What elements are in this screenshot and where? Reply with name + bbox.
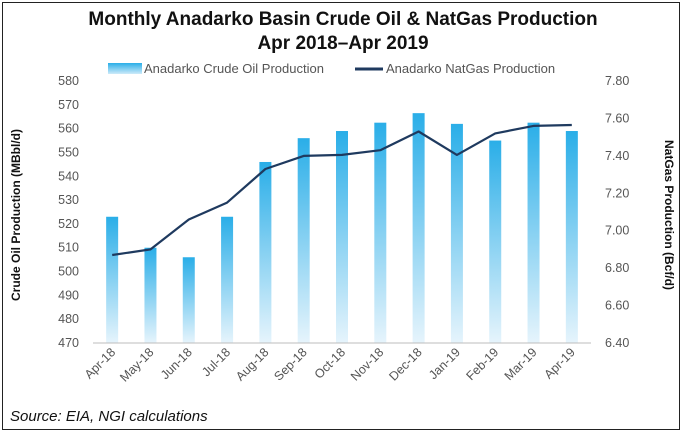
x-tick-label: Jun-18 [158, 345, 195, 382]
right-axis-title: NatGas Production (Bcf/d) [662, 140, 676, 290]
bar-series [106, 113, 578, 344]
left-tick-label: 530 [58, 193, 79, 207]
x-tick-label: Mar-19 [502, 345, 540, 383]
right-axis-ticks: 6.40 6.60 6.80 7.00 7.20 7.40 7.60 7.80 [605, 74, 629, 350]
left-axis-title: Crude Oil Production (MBbl/d) [9, 129, 23, 301]
chart: Monthly Anadarko Basin Crude Oil & NatGa… [9, 9, 676, 425]
x-tick-label: Nov-18 [348, 345, 386, 383]
bar-dec-18 [412, 113, 425, 344]
x-tick-label: Oct-18 [312, 345, 348, 381]
left-tick-label: 500 [58, 265, 79, 279]
left-tick-label: 570 [58, 98, 79, 112]
left-tick-label: 540 [58, 169, 79, 183]
bar-jun-18 [182, 257, 195, 343]
x-tick-label: Aug-18 [233, 345, 271, 383]
chart-title: Monthly Anadarko Basin Crude Oil & NatGa… [88, 9, 597, 30]
left-tick-label: 580 [58, 74, 79, 88]
left-tick-label: 510 [58, 241, 79, 255]
left-tick-label: 490 [58, 288, 79, 302]
right-tick-label: 7.00 [605, 224, 629, 238]
right-tick-label: 7.40 [605, 149, 629, 163]
right-tick-label: 7.80 [605, 74, 629, 88]
bar-may-18 [144, 247, 157, 343]
right-tick-label: 7.20 [605, 186, 629, 200]
left-tick-label: 560 [58, 122, 79, 136]
x-tick-label: Dec-18 [386, 345, 424, 383]
line-series [112, 123, 572, 257]
legend: Anadarko Crude Oil Production Anadarko N… [108, 61, 555, 76]
left-tick-label: 550 [58, 145, 79, 159]
natgas-line [112, 123, 572, 257]
bar-feb-19 [489, 140, 502, 343]
bar-aug-18 [259, 161, 272, 343]
x-tick-label: Jan-19 [426, 345, 463, 382]
left-tick-label: 480 [58, 312, 79, 326]
bar-nov-18 [374, 122, 387, 343]
bar-apr-19 [565, 131, 578, 343]
right-tick-label: 7.60 [605, 111, 629, 125]
chart-subtitle: Apr 2018–Apr 2019 [257, 33, 428, 54]
x-tick-label: Feb-19 [463, 345, 501, 383]
legend-swatch-crude-oil [108, 63, 142, 74]
x-tick-label: Jul-18 [199, 345, 233, 379]
source-note: Source: EIA, NGI calculations [10, 408, 208, 425]
chart-frame: Monthly Anadarko Basin Crude Oil & NatGa… [2, 2, 680, 430]
right-tick-label: 6.60 [605, 299, 629, 313]
x-tick-label: Sep-18 [271, 345, 309, 383]
bar-oct-18 [336, 131, 348, 343]
x-tick-label: Apr-19 [542, 345, 578, 381]
x-tick-label: May-18 [117, 345, 156, 384]
legend-label-natgas: Anadarko NatGas Production [386, 61, 555, 76]
right-tick-label: 6.80 [605, 261, 629, 275]
right-tick-label: 6.40 [605, 336, 629, 350]
left-tick-label: 520 [58, 217, 79, 231]
legend-label-crude-oil: Anadarko Crude Oil Production [144, 61, 324, 76]
bar-sep-18 [297, 138, 310, 343]
bar-jan-19 [450, 123, 463, 343]
bar-mar-19 [527, 122, 540, 343]
bar-apr-18 [106, 216, 119, 343]
x-tick-label: Apr-18 [82, 345, 118, 381]
left-axis-ticks: 470 480 490 500 510 520 530 540 550 560 570 580 [58, 74, 79, 350]
left-tick-label: 470 [58, 336, 79, 350]
bar-jul-18 [221, 216, 234, 343]
